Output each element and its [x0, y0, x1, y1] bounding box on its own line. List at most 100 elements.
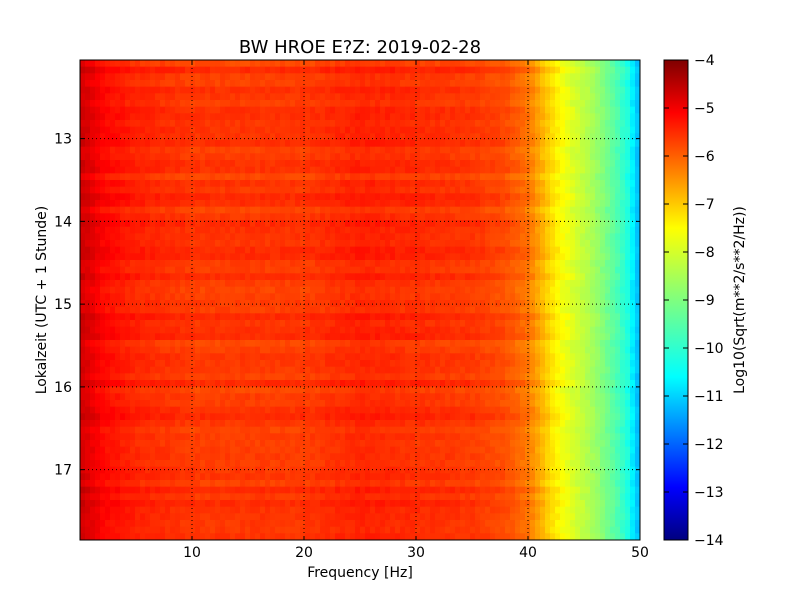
heatmap-cell [355, 333, 361, 341]
heatmap-cell [580, 213, 586, 221]
heatmap-cell [120, 173, 126, 181]
heatmap-cell [365, 140, 371, 148]
heatmap-cell [350, 346, 356, 354]
heatmap-cell [135, 213, 141, 221]
heatmap-cell [600, 246, 606, 254]
heatmap-cell [230, 60, 236, 68]
heatmap-cell [105, 353, 111, 361]
heatmap-cell [305, 233, 311, 241]
heatmap-cell [390, 173, 396, 181]
heatmap-cell [330, 200, 336, 208]
heatmap-cell [105, 253, 111, 261]
heatmap-cell [180, 146, 186, 154]
heatmap-cell [205, 340, 211, 348]
heatmap-cell [115, 320, 121, 328]
heatmap-cell [170, 180, 176, 188]
heatmap-cell [400, 266, 406, 274]
heatmap-cell [290, 220, 296, 228]
heatmap-cell [405, 293, 411, 301]
heatmap-cell [365, 200, 371, 208]
heatmap-cell [275, 353, 281, 361]
heatmap-cell [365, 120, 371, 128]
heatmap-cell [170, 80, 176, 88]
heatmap-cell [495, 100, 501, 108]
heatmap-cell [250, 100, 256, 108]
heatmap-cell [410, 120, 416, 128]
heatmap-cell [335, 346, 341, 354]
heatmap-cell [140, 180, 146, 188]
heatmap-cell [115, 306, 121, 314]
heatmap-cell [440, 166, 446, 174]
heatmap-cell [80, 80, 86, 88]
heatmap-cell [260, 266, 266, 274]
heatmap-cell [380, 353, 386, 361]
heatmap-cell [410, 226, 416, 234]
heatmap-cell [405, 233, 411, 241]
heatmap-cell [455, 346, 461, 354]
heatmap-cell [575, 266, 581, 274]
heatmap-cell [485, 120, 491, 128]
heatmap-cell [275, 233, 281, 241]
heatmap-cell [495, 313, 501, 321]
heatmap-cell [540, 266, 546, 274]
heatmap-cell [290, 173, 296, 181]
heatmap-cell [500, 73, 506, 81]
heatmap-cell [220, 146, 226, 154]
heatmap-cell [430, 280, 436, 288]
heatmap-cell [605, 273, 611, 281]
heatmap-cell [80, 173, 86, 181]
heatmap-cell [230, 266, 236, 274]
heatmap-cell [370, 333, 376, 341]
heatmap-cell [400, 93, 406, 101]
heatmap-cell [540, 180, 546, 188]
heatmap-cell [150, 113, 156, 121]
heatmap-cell [215, 60, 221, 68]
heatmap-cell [240, 353, 246, 361]
heatmap-cell [455, 320, 461, 328]
heatmap-cell [135, 73, 141, 81]
heatmap-cell [170, 200, 176, 208]
heatmap-cell [225, 213, 231, 221]
heatmap-cell [125, 180, 131, 188]
heatmap-cell [385, 260, 391, 268]
heatmap-cell [570, 153, 576, 161]
heatmap-cell [335, 333, 341, 341]
heatmap-cell [230, 200, 236, 208]
heatmap-cell [280, 186, 286, 194]
heatmap-cell [610, 180, 616, 188]
heatmap-cell [400, 306, 406, 314]
heatmap-cell [90, 200, 96, 208]
heatmap-cell [390, 233, 396, 241]
heatmap-cell [360, 153, 366, 161]
heatmap-cell [90, 220, 96, 228]
heatmap-cell [235, 320, 241, 328]
heatmap-cell [180, 213, 186, 221]
heatmap-cell [340, 140, 346, 148]
heatmap-cell [555, 120, 561, 128]
heatmap-cell [145, 353, 151, 361]
heatmap-cell [455, 133, 461, 141]
heatmap-cell [560, 220, 566, 228]
heatmap-cell [380, 113, 386, 121]
heatmap-cell [510, 340, 516, 348]
heatmap-cell [485, 180, 491, 188]
heatmap-cell [545, 73, 551, 81]
heatmap-cell [470, 126, 476, 134]
heatmap-cell [130, 326, 136, 334]
heatmap-cell [550, 306, 556, 314]
heatmap-cell [140, 320, 146, 328]
heatmap-cell [300, 140, 306, 148]
heatmap-cell [490, 240, 496, 248]
heatmap-cell [290, 193, 296, 201]
heatmap-cell [305, 80, 311, 88]
heatmap-cell [500, 326, 506, 334]
heatmap-cell [370, 186, 376, 194]
heatmap-cell [205, 333, 211, 341]
heatmap-cell [225, 160, 231, 168]
heatmap-cell [195, 346, 201, 354]
heatmap-cell [315, 333, 321, 341]
heatmap-cell [115, 100, 121, 108]
heatmap-cell [465, 253, 471, 261]
heatmap-cell [240, 146, 246, 154]
heatmap-cell [340, 193, 346, 201]
